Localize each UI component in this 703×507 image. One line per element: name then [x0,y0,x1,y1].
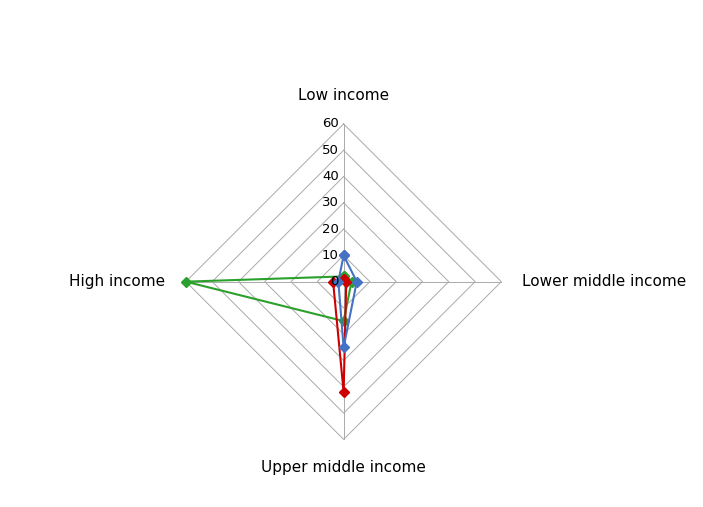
Text: 10: 10 [322,249,339,262]
Text: 20: 20 [322,223,339,236]
Text: 50: 50 [322,143,339,157]
Text: 60: 60 [322,118,339,130]
Text: 40: 40 [322,170,339,183]
Text: 0: 0 [330,275,339,288]
Text: Low income: Low income [298,88,389,103]
Text: High income: High income [70,274,165,289]
Text: Upper middle income: Upper middle income [262,460,426,475]
Text: Lower middle income: Lower middle income [522,274,686,289]
Text: 30: 30 [322,196,339,209]
